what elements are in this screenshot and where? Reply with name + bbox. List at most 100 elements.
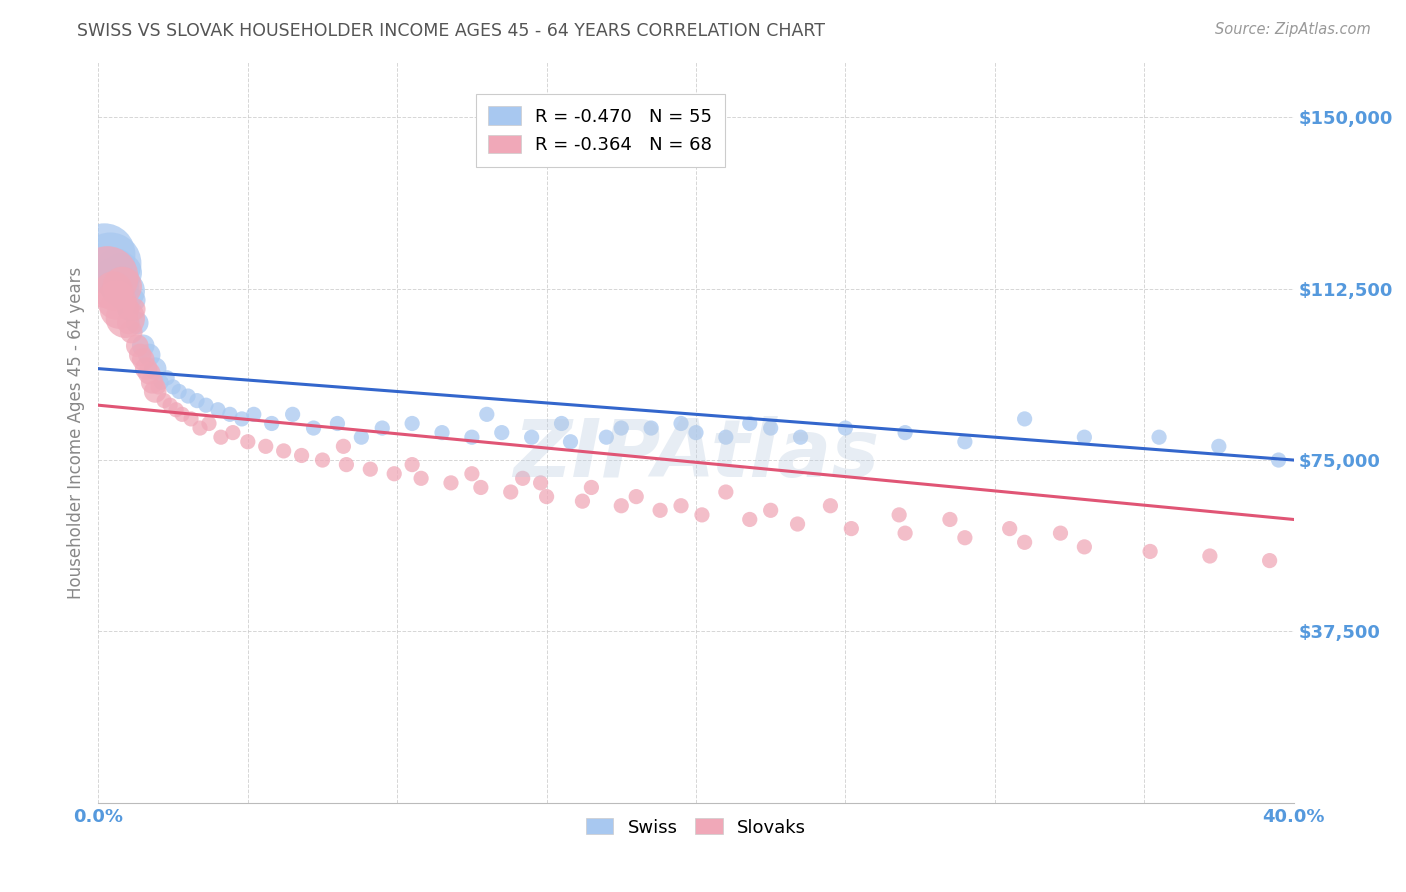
Point: [332, 439, 354, 453]
Point: [105, 261, 128, 276]
Point: [138, 348, 160, 362]
Point: [96, 270, 118, 285]
Point: [714, 485, 737, 500]
Point: [536, 490, 558, 504]
Point: [685, 425, 707, 440]
Point: [260, 417, 283, 431]
Point: [162, 380, 184, 394]
Point: [520, 430, 543, 444]
Point: [889, 508, 911, 522]
Point: [281, 408, 304, 422]
Point: [1139, 544, 1161, 558]
Point: [180, 412, 202, 426]
Point: [953, 531, 976, 545]
Point: [117, 316, 139, 330]
Point: [690, 508, 713, 522]
Point: [841, 522, 863, 536]
Point: [114, 311, 136, 326]
Point: [165, 402, 187, 417]
Point: [939, 512, 962, 526]
Point: [222, 425, 245, 440]
Point: [207, 402, 229, 417]
Point: [141, 376, 163, 390]
Point: [114, 284, 136, 298]
Point: [440, 475, 463, 490]
Point: [759, 421, 782, 435]
Point: [470, 480, 492, 494]
Point: [759, 503, 782, 517]
Point: [610, 421, 633, 435]
Text: ZIPAtlas: ZIPAtlas: [513, 416, 879, 494]
Point: [219, 408, 242, 422]
Point: [411, 471, 433, 485]
Point: [103, 270, 125, 285]
Point: [148, 380, 170, 394]
Point: [120, 325, 142, 339]
Point: [153, 393, 176, 408]
Point: [195, 398, 218, 412]
Point: [105, 293, 128, 307]
Point: [254, 439, 277, 453]
Point: [143, 384, 166, 399]
Point: [430, 425, 453, 440]
Point: [167, 384, 190, 399]
Point: [1199, 549, 1222, 563]
Point: [550, 417, 572, 431]
Point: [834, 421, 856, 435]
Point: [335, 458, 357, 472]
Point: [350, 430, 373, 444]
Point: [1147, 430, 1170, 444]
Point: [1049, 526, 1071, 541]
Point: [243, 408, 266, 422]
Point: [326, 417, 349, 431]
Point: [359, 462, 381, 476]
Point: [111, 266, 134, 280]
Point: [156, 371, 179, 385]
Point: [132, 339, 155, 353]
Point: [129, 348, 152, 362]
Point: [188, 421, 211, 435]
Y-axis label: Householder Income Ages 45 - 64 years: Householder Income Ages 45 - 64 years: [66, 267, 84, 599]
Point: [273, 443, 295, 458]
Point: [512, 471, 534, 485]
Point: [998, 522, 1021, 536]
Point: [626, 490, 648, 504]
Point: [186, 393, 208, 408]
Point: [650, 503, 672, 517]
Point: [1073, 430, 1095, 444]
Point: [127, 316, 149, 330]
Point: [98, 256, 122, 270]
Point: [135, 361, 157, 376]
Point: [738, 512, 761, 526]
Point: [610, 499, 633, 513]
Point: [1267, 453, 1289, 467]
Point: [132, 352, 155, 367]
Text: SWISS VS SLOVAK HOUSEHOLDER INCOME AGES 45 - 64 YEARS CORRELATION CHART: SWISS VS SLOVAK HOUSEHOLDER INCOME AGES …: [77, 22, 825, 40]
Point: [499, 485, 522, 500]
Point: [172, 408, 194, 422]
Text: Source: ZipAtlas.com: Source: ZipAtlas.com: [1215, 22, 1371, 37]
Point: [108, 279, 131, 293]
Point: [461, 467, 484, 481]
Point: [236, 434, 259, 449]
Point: [1014, 412, 1036, 426]
Point: [198, 417, 221, 431]
Point: [124, 302, 146, 317]
Point: [1073, 540, 1095, 554]
Point: [291, 449, 314, 463]
Point: [789, 430, 811, 444]
Point: [127, 339, 149, 353]
Point: [311, 453, 333, 467]
Point: [530, 475, 553, 490]
Point: [894, 526, 917, 541]
Point: [209, 430, 232, 444]
Point: [820, 499, 842, 513]
Point: [560, 434, 582, 449]
Point: [475, 408, 498, 422]
Point: [401, 417, 423, 431]
Point: [714, 430, 737, 444]
Point: [143, 361, 166, 376]
Legend: Swiss, Slovaks: Swiss, Slovaks: [576, 809, 815, 846]
Point: [669, 417, 692, 431]
Point: [124, 293, 146, 307]
